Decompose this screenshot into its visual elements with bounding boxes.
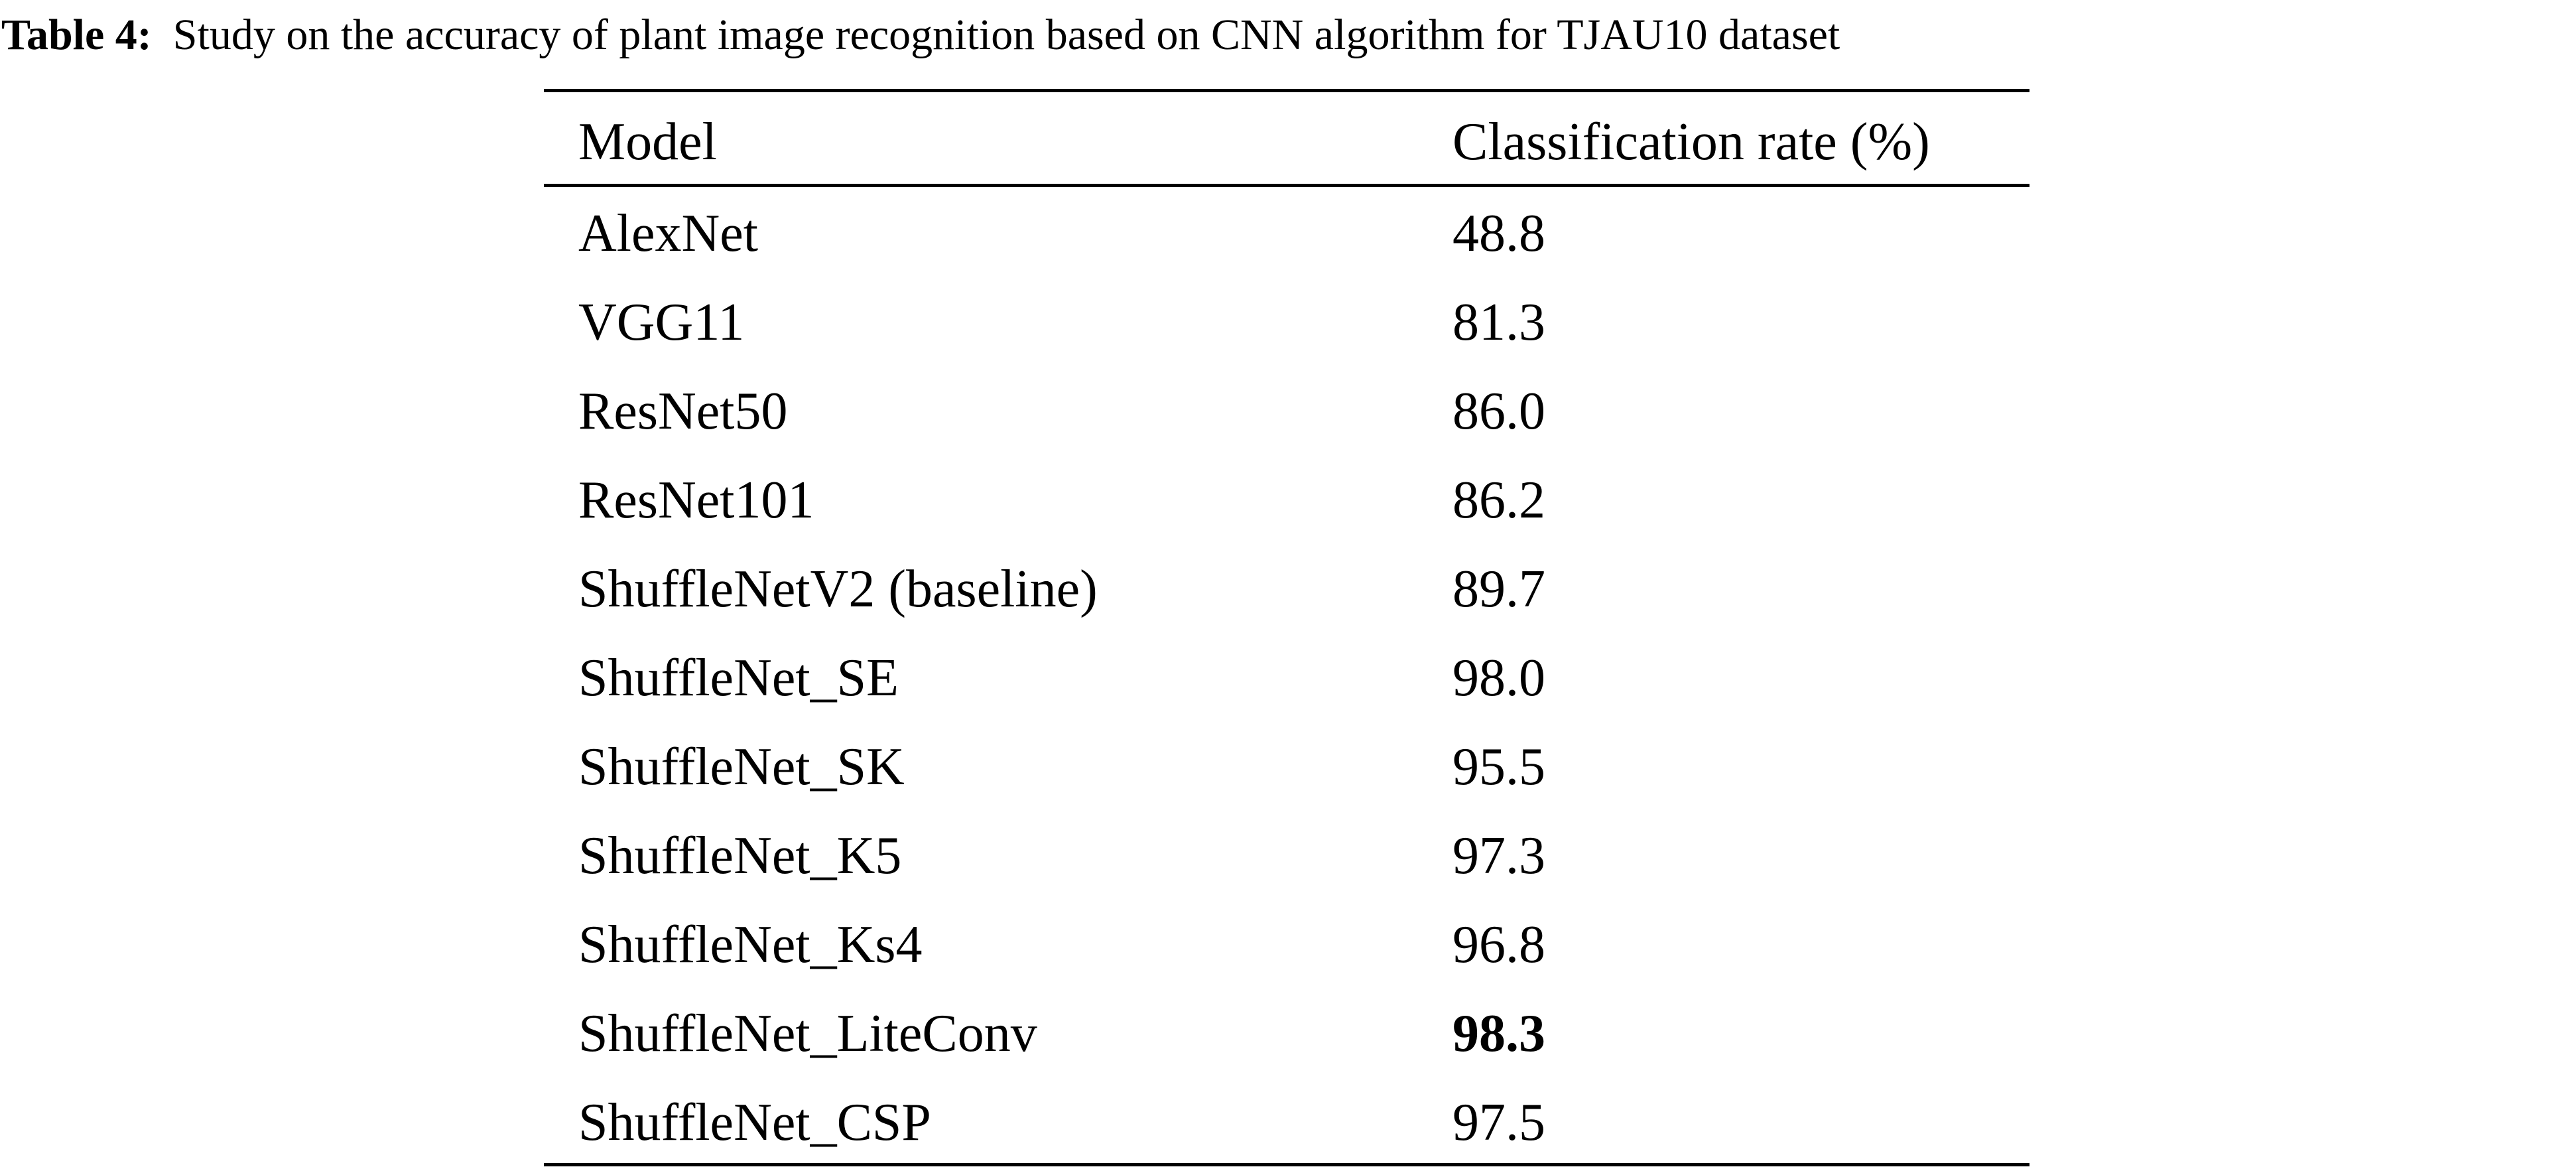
- model-cell: ResNet101: [578, 471, 814, 529]
- table-row: ShuffleNet_LiteConv 98.3: [544, 989, 2029, 1079]
- rate-cell-best: 98.3: [1452, 1004, 1545, 1063]
- table-row: ResNet101 86.2: [544, 456, 2029, 545]
- caption-text: Study on the accuracy of plant image rec…: [172, 10, 1840, 59]
- table-top-rule: [544, 89, 2029, 92]
- table-row: ShuffleNet_K5 97.3: [544, 811, 2029, 901]
- header-model: Model: [578, 113, 717, 171]
- table-bottom-rule: [544, 1163, 2029, 1166]
- table-row: ShuffleNetV2 (baseline) 89.7: [544, 545, 2029, 634]
- table-header-rule: [544, 184, 2029, 187]
- model-cell: AlexNet: [578, 204, 759, 263]
- model-cell: ShuffleNet_SK: [578, 738, 905, 796]
- model-cell: ResNet50: [578, 382, 788, 441]
- rate-cell: 81.3: [1452, 293, 1545, 352]
- table-row: VGG11 81.3: [544, 278, 2029, 368]
- table-row: ShuffleNet_CSP 97.5: [544, 1078, 2029, 1168]
- model-cell: ShuffleNet_CSP: [578, 1093, 931, 1152]
- rate-cell: 96.8: [1452, 916, 1545, 974]
- table-header-row: Model Classification rate (%): [544, 98, 2029, 187]
- model-cell: ShuffleNet_Ks4: [578, 916, 923, 974]
- table-row: ShuffleNet_SK 95.5: [544, 723, 2029, 812]
- caption-label: Table 4:: [1, 10, 152, 59]
- rate-cell: 86.2: [1452, 471, 1545, 529]
- model-cell: ShuffleNet_SE: [578, 649, 899, 707]
- rate-cell: 48.8: [1452, 204, 1545, 263]
- rate-cell: 97.3: [1452, 827, 1545, 885]
- rate-cell: 89.7: [1452, 560, 1545, 618]
- table-row: ResNet50 86.0: [544, 367, 2029, 456]
- rate-cell: 97.5: [1452, 1093, 1545, 1152]
- table-row: ShuffleNet_SE 98.0: [544, 634, 2029, 723]
- rate-cell: 86.0: [1452, 382, 1545, 441]
- table-row: AlexNet 48.8: [544, 189, 2029, 279]
- table-row: ShuffleNet_Ks4 96.8: [544, 900, 2029, 990]
- model-cell: ShuffleNet_LiteConv: [578, 1004, 1037, 1063]
- table-caption: Table 4: Study on the accuracy of plant …: [0, 0, 2576, 70]
- model-cell: ShuffleNetV2 (baseline): [578, 560, 1098, 618]
- rate-cell: 98.0: [1452, 649, 1545, 707]
- rate-cell: 95.5: [1452, 738, 1545, 796]
- model-cell: ShuffleNet_K5: [578, 827, 902, 885]
- model-cell: VGG11: [578, 293, 745, 352]
- header-classification-rate: Classification rate (%): [1452, 113, 1930, 171]
